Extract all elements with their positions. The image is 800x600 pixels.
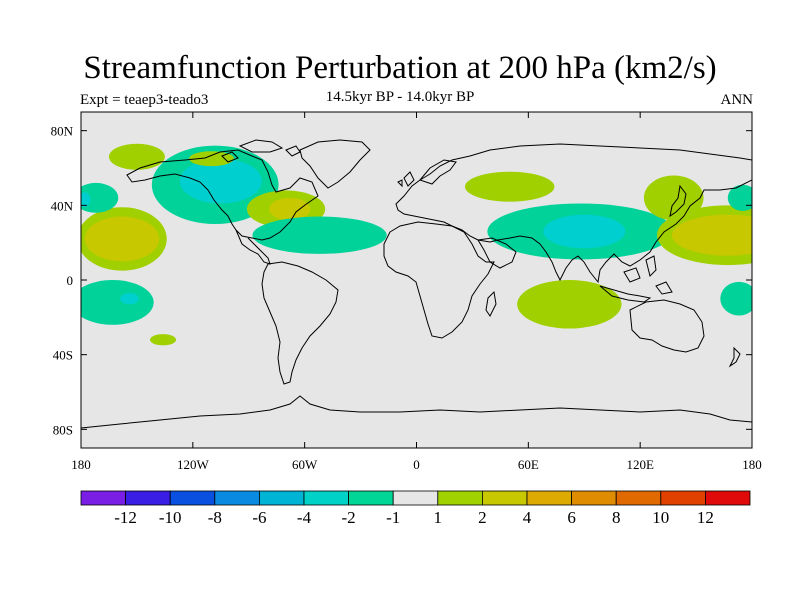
x-tick-label: 120W (177, 457, 210, 472)
coastline-arabia (477, 237, 517, 269)
coastline-north-america (126, 149, 319, 241)
colorbar-box (392, 490, 439, 506)
colorbar-box (571, 490, 617, 506)
contour-west-pacific-north-negative (727, 184, 752, 211)
colorbar-box (303, 490, 349, 506)
coastline-new-zealand (728, 346, 741, 368)
contour-pacific-north-negative-core (81, 192, 91, 208)
colorbar-label: 12 (697, 508, 714, 527)
colorbar-label: -12 (114, 508, 137, 527)
x-tick-label: 180 (71, 457, 91, 472)
contour-arctic-positive (108, 143, 165, 170)
contour-south-pacific-positive (149, 334, 177, 346)
colorbar-box (258, 490, 305, 506)
coastline-antarctica (81, 395, 752, 429)
x-tick-label: 120E (626, 457, 654, 472)
colorbar-box (705, 490, 751, 506)
colorbar-label: 2 (478, 508, 487, 527)
contour-pacific-south-negative (81, 280, 154, 325)
x-tick-label: 60W (292, 457, 318, 472)
contour-west-pacific-south-negative (720, 281, 752, 316)
x-tick-label: 60E (518, 457, 539, 472)
plot-subtitle: 14.5kyr BP - 14.0kyr BP (325, 89, 475, 105)
coastline-greenland (299, 139, 371, 189)
contour-west-pacific-positive-core (671, 214, 752, 256)
season-label: ANN (720, 92, 754, 108)
colorbar-label: -8 (208, 508, 222, 527)
contour-canada-positive (189, 151, 234, 167)
contour-tropical-atlantic-negative (252, 216, 387, 254)
plot-title: Streamfunction Perturbation at 200 hPa (… (83, 50, 717, 86)
coastline-southeast-asia-islands (599, 255, 673, 303)
contour-pacific-north-negative (81, 182, 119, 213)
colorbar-label: -6 (252, 508, 266, 527)
axis-ticks-layer: 180 120W 60W 0 60E 120E 180 80N 40N 0 40S 80S (51, 112, 762, 472)
coastline-scandinavia (419, 159, 457, 185)
contour-pacific-east-positive-core (84, 216, 160, 262)
colorbar-box (615, 490, 662, 506)
colorbar-label: -10 (159, 508, 182, 527)
y-tick-label: 80N (51, 124, 74, 139)
colorbar-label: 8 (612, 508, 621, 527)
coastline-central-america (235, 229, 271, 265)
colorbar-label: 1 (434, 508, 443, 527)
coastline-madagascar (485, 290, 497, 317)
contour-europe-positive (464, 171, 555, 202)
coastline-japan (669, 184, 687, 218)
coastline-south-america (261, 261, 339, 385)
colorbar-box (348, 490, 394, 506)
colorbar-box (80, 490, 126, 506)
coastline-arctic-islands (221, 139, 301, 163)
contour-north-atlantic-negative-core (179, 158, 262, 204)
contour-asia-negative-core (543, 214, 626, 249)
colorbar-box (437, 490, 483, 506)
colorbar-box (660, 490, 706, 506)
colorbar-box (125, 490, 171, 506)
colorbar-label: 10 (652, 508, 669, 527)
coastline-british-isles (397, 171, 415, 188)
colorbar: -12 -10 -8 -6 -4 -2 -1 1 2 4 6 8 10 12 (80, 490, 751, 527)
colorbar-box (214, 490, 260, 506)
contour-atlantic-positive-core (269, 197, 311, 221)
coastline-layer (81, 139, 752, 429)
colorbar-label: -4 (297, 508, 312, 527)
colorbar-label: 4 (523, 508, 532, 527)
y-tick-label: 40S (53, 348, 73, 363)
contour-pacific-south-negative-core (120, 293, 139, 305)
colorbar-box (169, 490, 216, 506)
contour-fill-layer (81, 143, 752, 346)
colorbar-box (481, 490, 528, 506)
colorbar-label: 6 (567, 508, 576, 527)
contour-indian-ocean-positive (517, 280, 622, 329)
y-tick-label: 80S (53, 422, 73, 437)
colorbar-box (526, 490, 572, 506)
colorbar-label: -2 (342, 508, 356, 527)
colorbar-label: -1 (386, 508, 400, 527)
coastline-australia (629, 299, 705, 353)
experiment-label: Expt = teaep3-teado3 (80, 92, 209, 108)
y-tick-label: 40N (51, 198, 74, 213)
coastline-africa (383, 221, 495, 339)
x-tick-label: 180 (742, 457, 762, 472)
y-tick-label: 0 (67, 273, 74, 288)
x-tick-label: 0 (413, 457, 420, 472)
